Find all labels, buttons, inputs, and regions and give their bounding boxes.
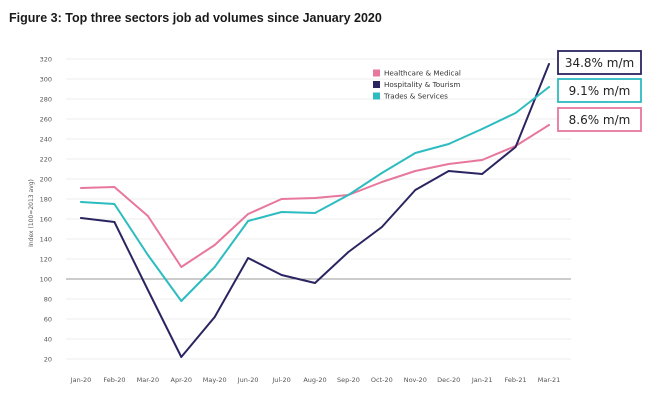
legend: Healthcare & Medical Hospitality & Touris… bbox=[373, 69, 461, 101]
legend-swatch bbox=[373, 92, 380, 100]
data-point bbox=[80, 217, 82, 219]
x-tick-label: Jan-20 bbox=[70, 376, 92, 384]
data-point bbox=[514, 146, 517, 148]
data-point bbox=[213, 266, 216, 268]
data-point bbox=[213, 316, 216, 318]
y-tick-label: 100 bbox=[40, 275, 52, 283]
legend-label: Healthcare & Medical bbox=[384, 69, 461, 78]
data-point bbox=[314, 197, 316, 199]
data-point bbox=[314, 212, 316, 214]
data-point bbox=[280, 198, 283, 200]
x-tick-label: Jun-20 bbox=[237, 376, 259, 384]
data-point bbox=[247, 213, 250, 215]
data-point bbox=[380, 172, 383, 174]
data-point bbox=[213, 244, 216, 246]
data-point bbox=[280, 274, 283, 276]
y-tick-label: 300 bbox=[40, 75, 52, 83]
y-tick-label: 120 bbox=[40, 255, 52, 263]
data-point bbox=[146, 289, 149, 291]
data-point bbox=[347, 251, 350, 253]
x-tick-label: Nov-20 bbox=[404, 376, 427, 384]
x-tick-label: May-20 bbox=[203, 376, 227, 384]
y-axis-label: Index (100=2013 avg) bbox=[28, 179, 35, 247]
data-point bbox=[481, 128, 484, 130]
callouts: 34.8% m/m 9.1% m/m 8.6% m/m bbox=[557, 50, 642, 132]
data-point bbox=[80, 187, 82, 189]
y-tick-label: 160 bbox=[40, 215, 52, 223]
data-point bbox=[414, 170, 417, 172]
y-tick-label: 60 bbox=[44, 315, 52, 323]
x-tick-label: Sep-20 bbox=[337, 376, 360, 384]
axis-layer: 20 40 60 80 100 120 140 160 180 200 220 240 260 280 30… bbox=[28, 55, 560, 384]
callout-box bbox=[557, 78, 642, 103]
y-tick-label: 180 bbox=[40, 195, 52, 203]
data-point bbox=[247, 220, 250, 222]
data-point bbox=[280, 211, 283, 213]
data-point bbox=[146, 254, 149, 256]
legend-label: Trades & Services bbox=[383, 92, 448, 101]
callout-box bbox=[557, 50, 642, 75]
data-point bbox=[180, 266, 183, 268]
data-point bbox=[414, 189, 417, 191]
legend-label: Hospitality & Tourism bbox=[384, 80, 460, 89]
series-line-1 bbox=[80, 63, 550, 358]
y-tick-label: 280 bbox=[40, 95, 52, 103]
grid-layer bbox=[66, 58, 571, 360]
data-point bbox=[113, 221, 116, 223]
data-point bbox=[414, 152, 417, 154]
x-tick-label: Jul-20 bbox=[271, 376, 290, 384]
data-point bbox=[514, 112, 517, 114]
x-tick-label: Mar-21 bbox=[538, 376, 560, 384]
y-tick-label: 20 bbox=[44, 355, 52, 363]
callout-label: 9.1% m/m bbox=[569, 84, 631, 98]
series-layer bbox=[80, 63, 550, 358]
data-point bbox=[247, 257, 250, 259]
x-tick-label: Dec-20 bbox=[437, 376, 460, 384]
legend-swatch bbox=[373, 81, 380, 88]
x-tick-label: Feb-21 bbox=[505, 376, 527, 384]
x-tick-label: Apr-20 bbox=[171, 376, 192, 384]
data-point bbox=[347, 194, 350, 196]
x-tick-label: Jan-21 bbox=[471, 376, 493, 384]
data-point bbox=[548, 124, 550, 126]
data-point bbox=[314, 282, 316, 284]
callout-box bbox=[557, 107, 642, 132]
y-tick-label: 40 bbox=[44, 335, 52, 343]
figure-title: Figure 3: Top three sectors job ad volum… bbox=[9, 11, 382, 25]
y-tick-label: 200 bbox=[40, 175, 52, 183]
x-tick-label: Oct-20 bbox=[371, 376, 393, 384]
y-tick-label: 320 bbox=[40, 55, 52, 63]
data-point bbox=[548, 86, 550, 88]
data-point bbox=[481, 159, 484, 161]
series-line-0 bbox=[80, 124, 550, 268]
data-point bbox=[447, 143, 450, 145]
y-tick-label: 80 bbox=[44, 295, 52, 303]
data-point bbox=[146, 215, 149, 217]
x-tick-label: Feb-20 bbox=[103, 376, 125, 384]
x-tick-label: Aug-20 bbox=[303, 376, 326, 384]
y-tick-label: 260 bbox=[40, 115, 52, 123]
data-point bbox=[380, 181, 383, 183]
callout-label: 34.8% m/m bbox=[565, 56, 634, 70]
data-point bbox=[113, 203, 116, 205]
data-point bbox=[80, 201, 82, 203]
x-tick-label: Mar-20 bbox=[137, 376, 159, 384]
data-point bbox=[447, 170, 450, 172]
data-point bbox=[548, 63, 550, 65]
y-tick-label: 140 bbox=[40, 235, 52, 243]
data-point bbox=[180, 356, 183, 358]
data-point bbox=[447, 163, 450, 165]
data-point bbox=[481, 173, 484, 175]
data-point bbox=[380, 226, 383, 228]
y-tick-label: 240 bbox=[40, 135, 52, 143]
legend-swatch bbox=[373, 69, 380, 77]
y-tick-label: 220 bbox=[40, 155, 52, 163]
data-point bbox=[180, 300, 183, 302]
callout-label: 8.6% m/m bbox=[569, 113, 631, 127]
data-point bbox=[113, 186, 116, 188]
